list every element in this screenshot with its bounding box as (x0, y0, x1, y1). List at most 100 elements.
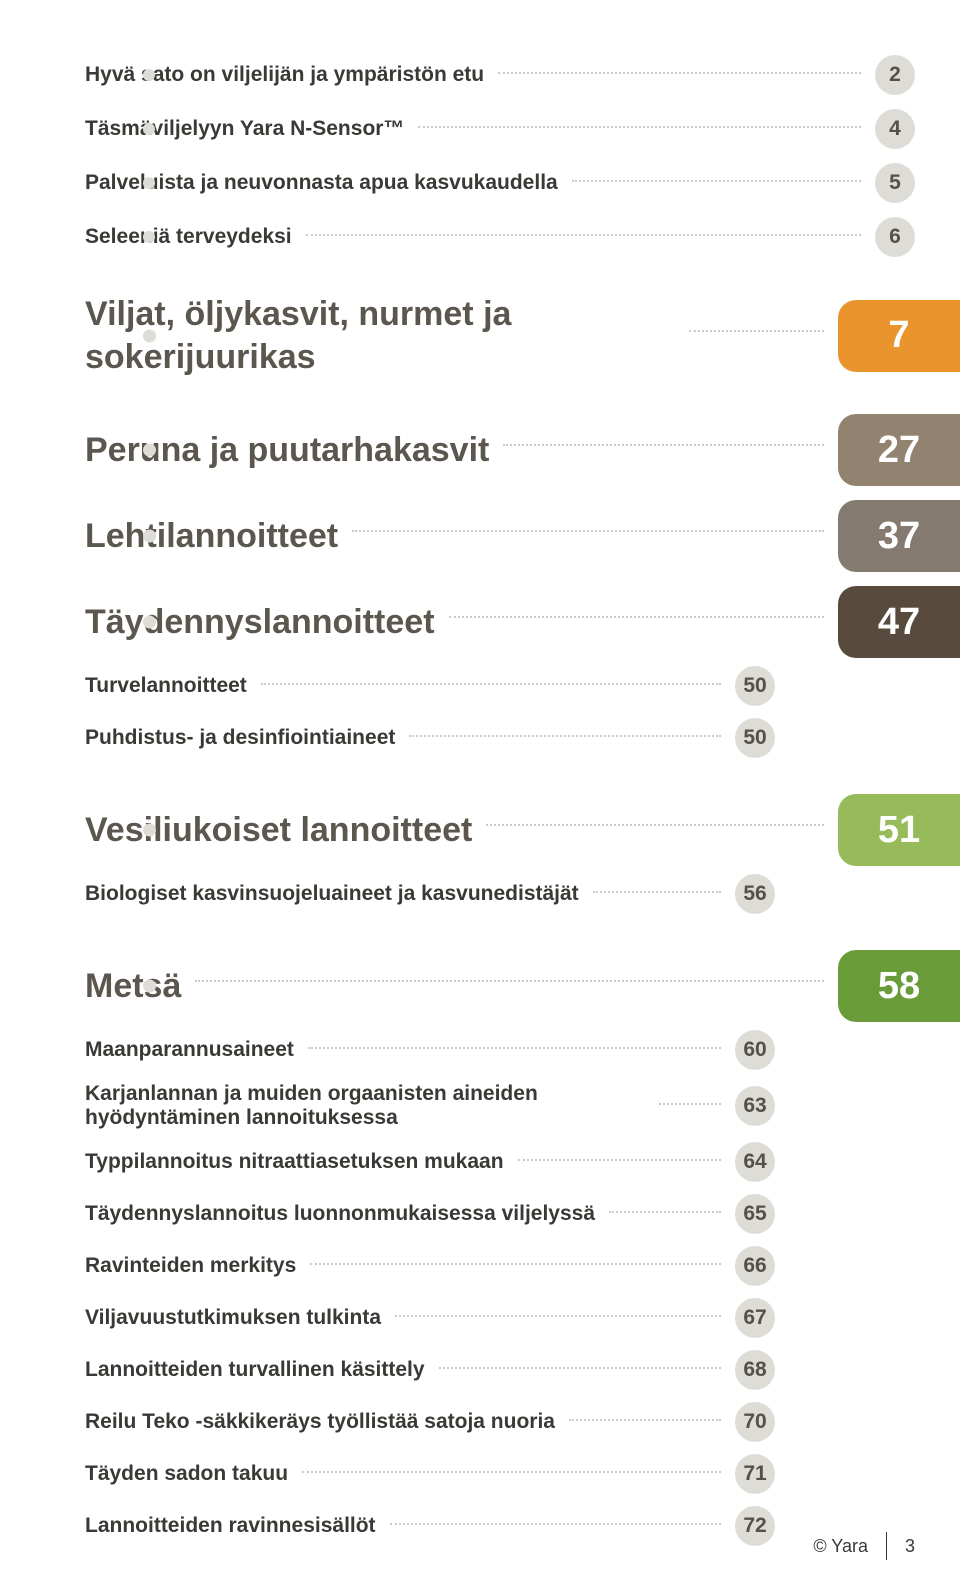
page-badge: 68 (735, 1350, 775, 1390)
section-row[interactable]: Peruna ja puutarhakasvit 27 (85, 414, 915, 486)
bullet-icon (143, 177, 155, 189)
page-badge: 72 (735, 1506, 775, 1546)
toc-row[interactable]: Maanparannusaineet 60 (85, 1030, 775, 1070)
toc-row[interactable]: Puhdistus- ja desinfiointiaineet 50 (85, 718, 775, 758)
page-badge: 67 (735, 1298, 775, 1338)
page-badge: 70 (735, 1402, 775, 1442)
toc-row[interactable]: Täyden sadon takuu 71 (85, 1454, 775, 1494)
toc-label: Täsmäviljelyyn Yara N-Sensor™ (85, 117, 404, 141)
leader-dots (498, 72, 861, 74)
toc-label: Reilu Teko -säkkikeräys työllistää satoj… (85, 1410, 555, 1434)
toc-row[interactable]: Ravinteiden merkitys 66 (85, 1246, 775, 1286)
leader-dots (593, 891, 721, 893)
bullet-icon (143, 980, 156, 993)
section-row[interactable]: Vesiliukoiset lannoitteet 51 (85, 794, 915, 866)
section-row[interactable]: Metsä 58 (85, 950, 915, 1022)
toc-label: Lannoitteiden ravinnesisällöt (85, 1514, 376, 1538)
section-tab: 27 (838, 414, 960, 486)
section-tab: 51 (838, 794, 960, 866)
section-title: Lehtilannoitteet (85, 517, 338, 556)
leader-dots (689, 330, 824, 332)
section-tab: 58 (838, 950, 960, 1022)
sub-list: Biologiset kasvinsuojeluaineet ja kasvun… (85, 874, 915, 914)
toc-row[interactable]: Palveluista ja neuvonnasta apua kasvukau… (85, 163, 915, 203)
page-badge: 65 (735, 1194, 775, 1234)
bullet-icon (143, 231, 155, 243)
toc-row[interactable]: Seleeniä terveydeksi 6 (85, 217, 915, 257)
page-badge: 60 (735, 1030, 775, 1070)
leader-dots (352, 530, 824, 532)
section-left: Viljat, öljykasvit, nurmet ja sokerijuur… (85, 293, 838, 378)
page-badge: 4 (875, 109, 915, 149)
toc-row[interactable]: Täydennyslannoitus luonnonmukaisessa vil… (85, 1194, 775, 1234)
leader-dots (486, 824, 824, 826)
page-badge: 6 (875, 217, 915, 257)
section-metsa: Metsä 58 Maanparannusaineet 60 Karjanlan… (85, 950, 915, 1546)
toc-label: Karjanlannan ja muiden orgaanisten ainei… (85, 1082, 645, 1130)
section-vesiliukoiset: Vesiliukoiset lannoitteet 51 Biologiset … (85, 794, 915, 914)
page-badge: 64 (735, 1142, 775, 1182)
leader-dots (310, 1263, 721, 1265)
leader-dots (609, 1211, 721, 1213)
toc-row[interactable]: Täsmäviljelyyn Yara N-Sensor™ 4 (85, 109, 915, 149)
page-badge: 5 (875, 163, 915, 203)
intro-list: Hyvä sato on viljelijän ja ympäristön et… (85, 55, 915, 257)
page-badge: 56 (735, 874, 775, 914)
section-row[interactable]: Täydennyslannoitteet 47 (85, 586, 915, 658)
section-title: Viljat, öljykasvit, nurmet ja sokerijuur… (85, 293, 675, 378)
section-tab: 47 (838, 586, 960, 658)
toc-label: Täydennyslannoitus luonnonmukaisessa vil… (85, 1202, 595, 1226)
section-row[interactable]: Viljat, öljykasvit, nurmet ja sokerijuur… (85, 293, 915, 378)
section-title: Metsä (85, 967, 181, 1006)
sub-list: Maanparannusaineet 60 Karjanlannan ja mu… (85, 1030, 915, 1546)
leader-dots (390, 1523, 721, 1525)
page-badge: 2 (875, 55, 915, 95)
toc-label: Typpilannoitus nitraattiasetuksen mukaan (85, 1150, 504, 1174)
section-viljat: Viljat, öljykasvit, nurmet ja sokerijuur… (85, 293, 915, 378)
page-badge: 63 (735, 1086, 775, 1126)
leader-dots (261, 683, 721, 685)
leader-dots (409, 735, 721, 737)
toc-row[interactable]: Typpilannoitus nitraattiasetuksen mukaan… (85, 1142, 775, 1182)
toc-label: Lannoitteiden turvallinen käsittely (85, 1358, 425, 1382)
leader-dots (572, 180, 861, 182)
bullet-icon (143, 123, 155, 135)
toc-row[interactable]: Viljavuustutkimuksen tulkinta 67 (85, 1298, 775, 1338)
toc-label: Puhdistus- ja desinfiointiaineet (85, 726, 395, 750)
toc-label: Viljavuustutkimuksen tulkinta (85, 1306, 381, 1330)
section-tab: 37 (838, 500, 960, 572)
bullet-icon (143, 69, 155, 81)
leader-dots (659, 1103, 721, 1105)
leader-dots (306, 234, 861, 236)
leader-dots (503, 444, 824, 446)
leader-dots (449, 616, 824, 618)
leader-dots (195, 980, 824, 982)
page-badge: 50 (735, 666, 775, 706)
leader-dots (395, 1315, 721, 1317)
toc-page: Hyvä sato on viljelijän ja ympäristön et… (0, 0, 960, 1588)
footer-copyright: © Yara (813, 1536, 868, 1557)
page-badge: 71 (735, 1454, 775, 1494)
toc-row[interactable]: Lannoitteiden ravinnesisällöt 72 (85, 1506, 775, 1546)
leader-dots (439, 1367, 721, 1369)
bullet-icon (143, 824, 156, 837)
bullet-icon (143, 444, 156, 457)
leader-dots (308, 1047, 721, 1049)
toc-row[interactable]: Hyvä sato on viljelijän ja ympäristön et… (85, 55, 915, 95)
toc-row[interactable]: Turvelannoitteet 50 (85, 666, 775, 706)
leader-dots (418, 126, 861, 128)
section-row[interactable]: Lehtilannoitteet 37 (85, 500, 915, 572)
toc-label: Seleeniä terveydeksi (85, 225, 292, 249)
toc-row[interactable]: Lannoitteiden turvallinen käsittely 68 (85, 1350, 775, 1390)
toc-row[interactable]: Biologiset kasvinsuojeluaineet ja kasvun… (85, 874, 775, 914)
toc-label: Täyden sadon takuu (85, 1462, 288, 1486)
sub-list: Turvelannoitteet 50 Puhdistus- ja desinf… (85, 666, 915, 758)
toc-label: Biologiset kasvinsuojeluaineet ja kasvun… (85, 882, 579, 906)
page-badge: 50 (735, 718, 775, 758)
section-tab: 7 (838, 300, 960, 372)
toc-row[interactable]: Karjanlannan ja muiden orgaanisten ainei… (85, 1082, 775, 1130)
toc-label: Maanparannusaineet (85, 1038, 294, 1062)
toc-row[interactable]: Reilu Teko -säkkikeräys työllistää satoj… (85, 1402, 775, 1442)
footer-page-number: 3 (905, 1536, 915, 1557)
leader-dots (569, 1419, 721, 1421)
